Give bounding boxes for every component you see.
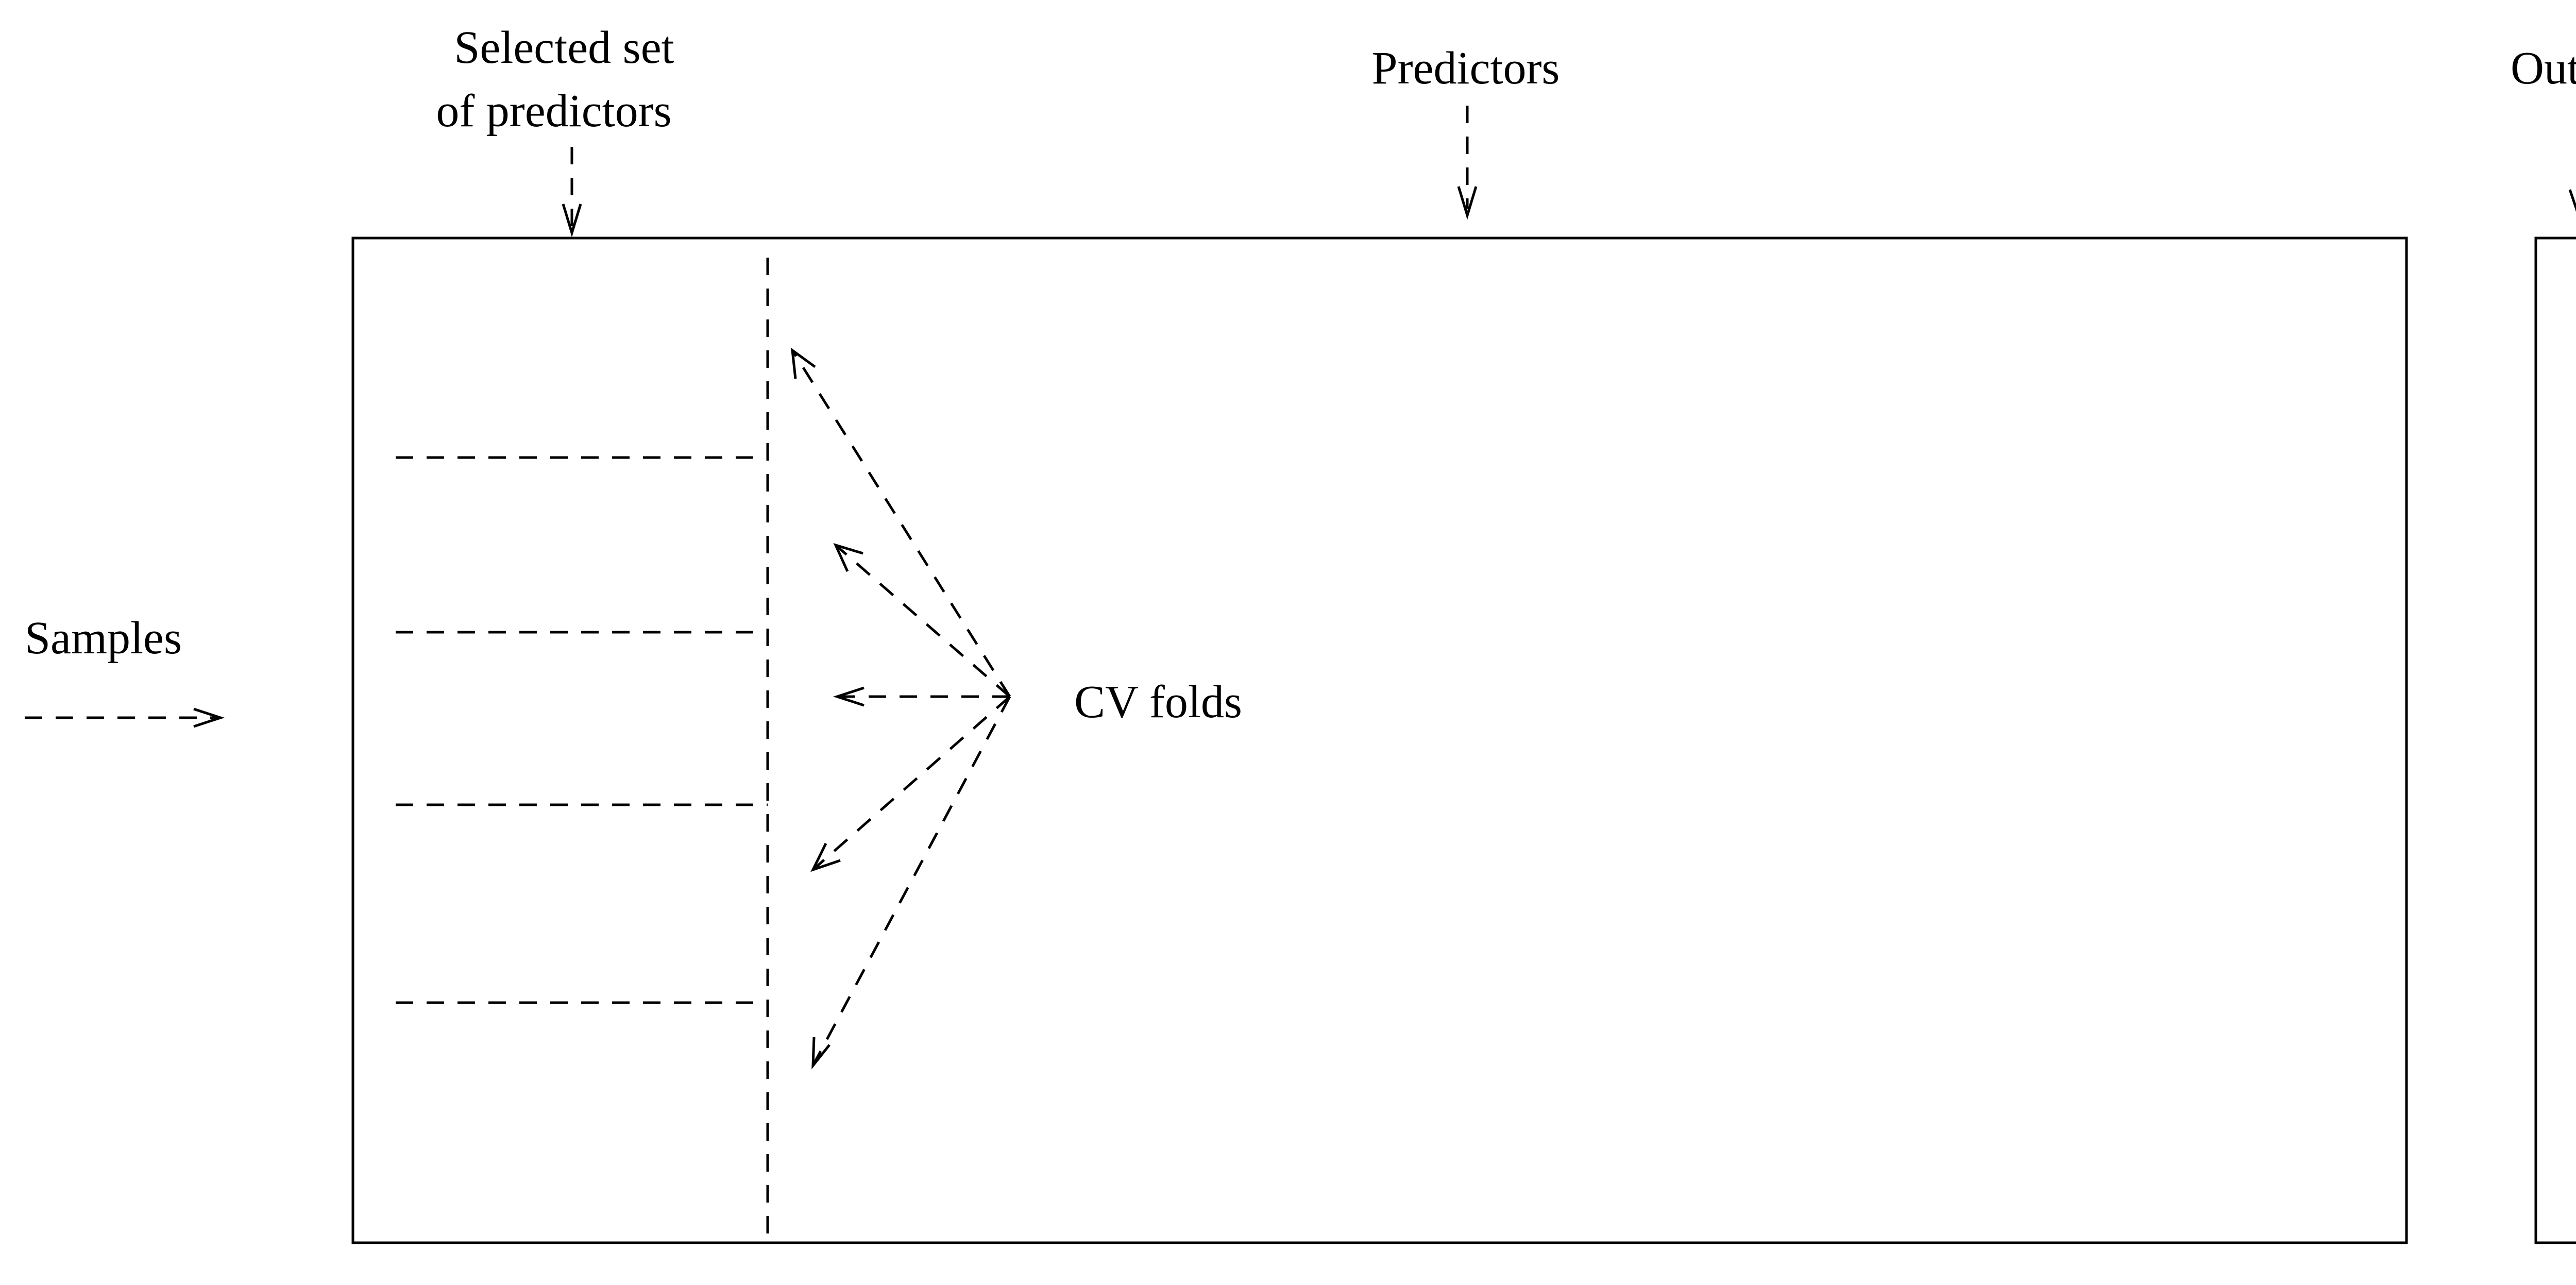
fold-separators (396, 456, 768, 1004)
cv-fold-arrow-4 (810, 696, 1011, 872)
cv-fold-arrow-1 (790, 347, 1011, 698)
cv-fold-arrow-5 (811, 696, 1011, 1070)
outcome-column (2534, 236, 2576, 1244)
predictors-matrix (351, 236, 2408, 1244)
samples-label: Samples (25, 613, 182, 664)
outcome-label: Outcome (2511, 43, 2576, 94)
predictors-arrow (1457, 106, 1478, 220)
outcome-arrow (2568, 189, 2576, 212)
predictors-label: Predictors (1372, 43, 1560, 94)
cv-fold-arrow-2 (833, 543, 1011, 698)
selected-set-label-line1: Selected set (454, 22, 674, 73)
cv-fold-arrows (790, 347, 1011, 1070)
cv-folds-label: CV folds (1074, 677, 1242, 728)
selected-set-arrow (562, 147, 582, 238)
selected-set-label-line2: of predictors (436, 86, 671, 137)
samples-arrow (25, 707, 225, 728)
cv-fold-arrow-3 (833, 686, 1010, 707)
